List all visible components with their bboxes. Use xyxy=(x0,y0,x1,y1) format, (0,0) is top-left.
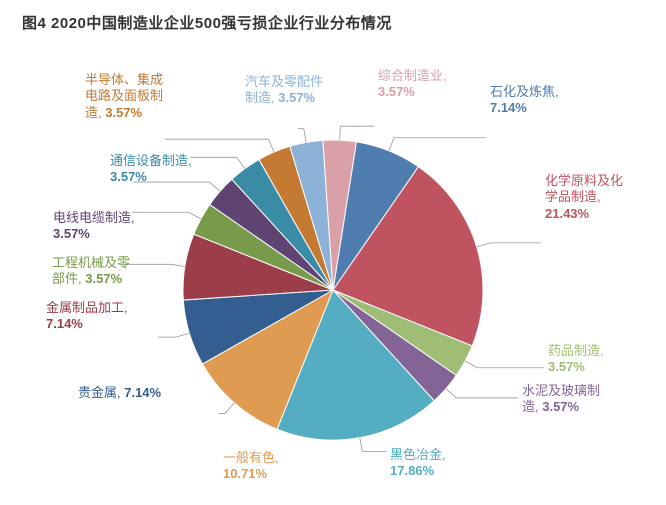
slice-label: 金属制品加工,7.14% xyxy=(46,300,128,333)
leader-line xyxy=(298,129,306,143)
slice-label: 化学原料及化学品制造,21.43% xyxy=(545,173,623,222)
chart-title: 图4 2020中国制造业企业500强亏损企业行业分布情况 xyxy=(22,12,392,33)
leader-line xyxy=(340,126,374,140)
slice-label: 通信设备制造,3.57% xyxy=(110,153,192,186)
leader-line xyxy=(446,389,518,398)
slice-label: 水泥及玻璃制造, 3.57% xyxy=(522,383,600,416)
leader-line xyxy=(158,333,189,337)
slice-label: 综合制造业,3.57% xyxy=(378,68,447,101)
slice-label: 一般有色,10.71% xyxy=(223,450,279,483)
leader-line xyxy=(389,138,486,151)
slice-label: 汽车及零配件制造, 3.57% xyxy=(245,74,323,107)
leader-line xyxy=(465,361,544,368)
slice-label: 药品制造,3.57% xyxy=(548,343,604,376)
leader-line xyxy=(165,139,274,152)
leader-line xyxy=(132,212,201,219)
slice-label: 工程机械及零部件, 3.57% xyxy=(52,255,130,288)
leader-line xyxy=(219,403,234,414)
leader-line xyxy=(190,157,245,168)
slice-label: 贵金属, 7.14% xyxy=(78,385,161,401)
slice-label: 半导体、集成电路及面板制造, 3.57% xyxy=(85,72,163,121)
slice-label: 黑色冶金,17.86% xyxy=(390,447,446,480)
leader-line xyxy=(477,243,541,247)
leader-line xyxy=(360,438,386,452)
slice-label: 石化及炼焦,7.14% xyxy=(490,84,559,117)
slice-label: 电线电缆制造,3.57% xyxy=(53,210,135,243)
leader-line xyxy=(126,264,185,266)
pie-chart: 石化及炼焦,7.14% 化学原料及化学品制造,21.43% 药品制造,3.57% 水泥… xyxy=(0,40,666,500)
